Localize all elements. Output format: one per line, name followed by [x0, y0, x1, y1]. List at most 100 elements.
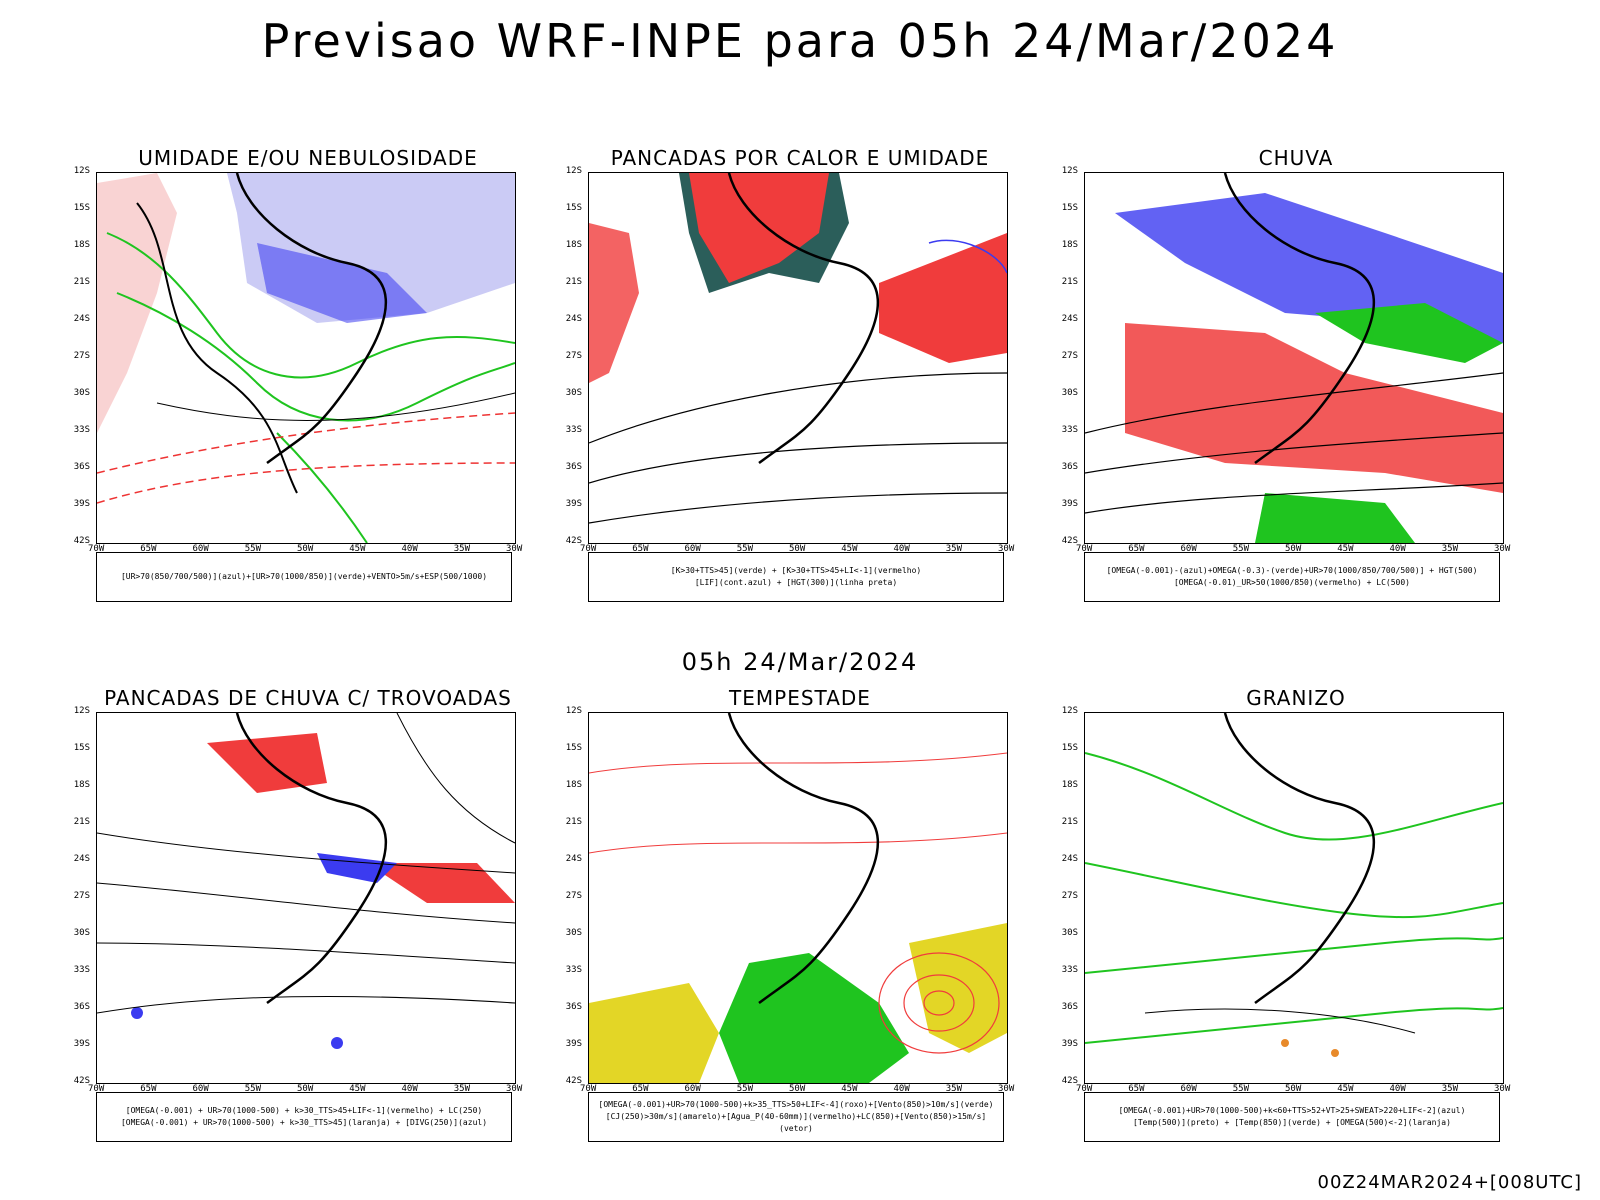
lat-tick-label: 36S: [73, 462, 90, 472]
lat-tick-label: 39S: [565, 499, 582, 509]
map-pancadas-calor[interactable]: [588, 172, 1008, 544]
lat-tick-label: 33S: [565, 965, 582, 975]
lat-tick-label: 21S: [1061, 277, 1078, 287]
lon-tick-label: 70W: [88, 544, 105, 554]
lon-tick-label: 35W: [1441, 544, 1459, 554]
lon-tick-label: 55W: [244, 1084, 262, 1094]
lon-tick-label: 50W: [1285, 544, 1302, 554]
lat-tick-label: 18S: [565, 240, 582, 250]
lat-tick-label: 18S: [1061, 780, 1078, 790]
lat-tick-label: 24S: [73, 314, 90, 324]
legend-line: [UR>70(850/700/500)](azul)+[UR>70(1000/8…: [120, 572, 488, 581]
lat-tick-label: 33S: [565, 425, 582, 435]
lat-tick-label: 42S: [565, 1076, 582, 1086]
legend-line: [K>30+TTS>45](verde) + [K>30+TTS>45+LI<-…: [670, 566, 922, 575]
lon-tick-label: 35W: [945, 544, 963, 554]
lon-tick-label: 50W: [789, 544, 806, 554]
lat-tick-label: 42S: [565, 536, 582, 546]
lon-tick-label: 35W: [453, 544, 471, 554]
lat-tick-label: 12S: [565, 166, 582, 176]
panel-umidade: UMIDADE E/OU NEBULOSIDADE [UR>70(850/700…: [68, 146, 548, 616]
lon-tick-label: 60W: [192, 544, 209, 554]
lon-tick-label: 30W: [998, 544, 1015, 554]
lat-tick-label: 30S: [1061, 928, 1078, 938]
lon-tick-label: 50W: [297, 544, 314, 554]
lat-tick-label: 42S: [73, 536, 90, 546]
panel-legend: [K>30+TTS>45](verde) + [K>30+TTS>45+LI<-…: [588, 552, 1004, 602]
lon-tick-label: 40W: [401, 1084, 418, 1094]
map-umidade[interactable]: [96, 172, 516, 544]
lon-tick-label: 65W: [140, 1084, 157, 1094]
lon-tick-label: 50W: [789, 1084, 806, 1094]
lon-tick-label: 65W: [632, 544, 649, 554]
lat-tick-label: 12S: [1061, 706, 1078, 716]
lat-tick-label: 27S: [73, 351, 90, 361]
lon-tick-label: 30W: [1494, 544, 1511, 554]
lon-tick-label: 70W: [580, 544, 597, 554]
lon-tick-label: 45W: [349, 544, 366, 554]
panel-title: UMIDADE E/OU NEBULOSIDADE: [138, 146, 478, 170]
legend-line: [OMEGA(-0.001)-(azul)+OMEGA(-0.3)-(verde…: [1106, 566, 1478, 575]
panel-title: CHUVA: [1258, 146, 1334, 170]
page-title: Previsao WRF-INPE para 05h 24/Mar/2024: [261, 14, 1339, 68]
lat-tick-label: 27S: [73, 891, 90, 901]
lat-tick-label: 24S: [73, 854, 90, 864]
map-tempestade[interactable]: [588, 712, 1008, 1084]
lat-tick-label: 36S: [565, 1002, 582, 1012]
map-chuva[interactable]: [1084, 172, 1504, 544]
lat-tick-label: 39S: [73, 1039, 90, 1049]
lat-tick-label: 15S: [73, 203, 90, 213]
lat-tick-label: 24S: [565, 854, 582, 864]
map-granizo[interactable]: [1084, 712, 1504, 1084]
legend-line: [OMEGA(-0.001) + UR>70(1000-500) + k>30_…: [125, 1106, 483, 1115]
panel-pancadas-trovoadas: PANCADAS DE CHUVA C/ TROVOADAS [OMEGA(-0…: [68, 686, 548, 1156]
lon-tick-label: 70W: [1076, 544, 1093, 554]
lon-tick-label: 55W: [244, 544, 262, 554]
lat-tick-label: 21S: [565, 817, 582, 827]
lat-tick-label: 36S: [1061, 462, 1078, 472]
panel-granizo: GRANIZO [OMEGA(-0.001)+UR>70(1000-500)+k…: [1056, 686, 1536, 1156]
lat-tick-label: 42S: [1061, 536, 1078, 546]
lat-tick-label: 15S: [1061, 203, 1078, 213]
lon-tick-label: 45W: [1337, 1084, 1354, 1094]
lat-tick-label: 42S: [73, 1076, 90, 1086]
lon-tick-label: 35W: [453, 1084, 471, 1094]
lon-tick-label: 70W: [1076, 1084, 1093, 1094]
panel-title: GRANIZO: [1246, 686, 1346, 710]
lat-tick-label: 30S: [73, 928, 90, 938]
lon-tick-label: 70W: [88, 1084, 105, 1094]
legend-line: [OMEGA(-0.01)_UR>50(1000/850)(vermelho) …: [1173, 578, 1410, 587]
map-svg: [1085, 173, 1503, 543]
legend-line: [OMEGA(-0.001) + UR>70(1000-500) + k>30_…: [120, 1118, 488, 1127]
lat-tick-label: 27S: [565, 891, 582, 901]
lon-tick-label: 30W: [506, 1084, 523, 1094]
lat-tick-label: 24S: [565, 314, 582, 324]
panel-title: PANCADAS DE CHUVA C/ TROVOADAS: [104, 686, 512, 710]
legend-line: [OMEGA(-0.001)+UR>70(1000-500)+k<60+TTS>…: [1118, 1106, 1466, 1115]
lon-tick-label: 70W: [580, 1084, 597, 1094]
lon-tick-label: 45W: [1337, 544, 1354, 554]
map-pancadas-trovoadas[interactable]: [96, 712, 516, 1084]
lon-tick-label: 55W: [1232, 544, 1250, 554]
lat-tick-label: 36S: [565, 462, 582, 472]
lat-tick-label: 18S: [565, 780, 582, 790]
lat-tick-label: 24S: [1061, 854, 1078, 864]
lon-tick-label: 60W: [1180, 1084, 1197, 1094]
lat-tick-label: 12S: [1061, 166, 1078, 176]
lat-tick-label: 33S: [73, 965, 90, 975]
lat-tick-label: 27S: [565, 351, 582, 361]
lon-tick-label: 35W: [1441, 1084, 1459, 1094]
lon-tick-label: 40W: [893, 544, 910, 554]
lat-tick-label: 18S: [73, 240, 90, 250]
lon-tick-label: 45W: [349, 1084, 366, 1094]
lat-tick-label: 24S: [1061, 314, 1078, 324]
lat-tick-label: 15S: [1061, 743, 1078, 753]
panel-legend: [OMEGA(-0.001)-(azul)+OMEGA(-0.3)-(verde…: [1084, 552, 1500, 602]
lon-tick-label: 30W: [1494, 1084, 1511, 1094]
lat-tick-label: 39S: [1061, 1039, 1078, 1049]
lat-tick-label: 15S: [73, 743, 90, 753]
lon-tick-label: 60W: [684, 1084, 701, 1094]
lat-tick-label: 36S: [1061, 1002, 1078, 1012]
panel-legend: [OMEGA(-0.001)+UR>70(1000-500)+k<60+TTS>…: [1084, 1092, 1500, 1142]
lat-tick-label: 21S: [73, 277, 90, 287]
